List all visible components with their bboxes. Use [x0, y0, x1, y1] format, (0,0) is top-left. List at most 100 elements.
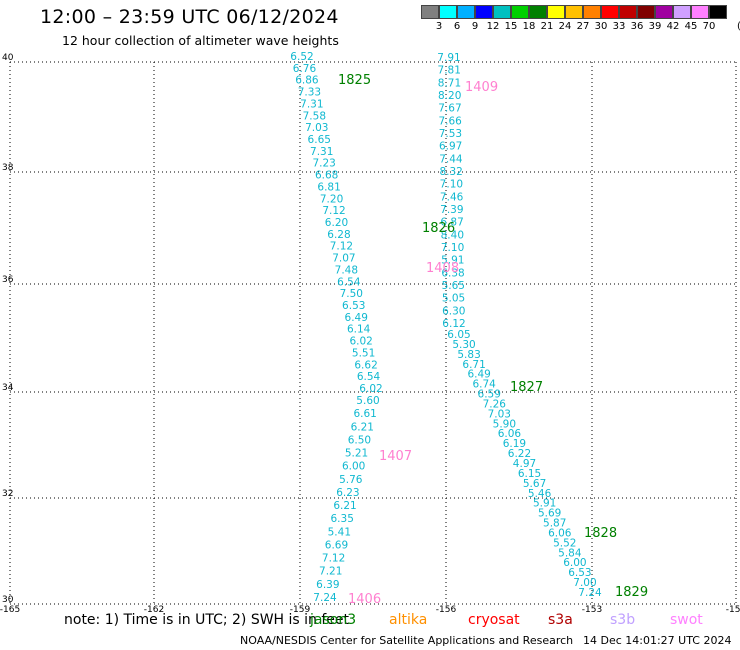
swh-value: 6.59	[478, 389, 501, 401]
scale-swatch	[457, 5, 475, 19]
scale-swatch	[655, 5, 673, 19]
swh-value: 5.84	[558, 547, 582, 559]
page-subtitle: 12 hour collection of altimeter wave hei…	[62, 33, 339, 48]
swh-value: 6.87	[440, 217, 463, 229]
swh-value: 7.33	[298, 87, 321, 99]
swh-value: 7.53	[439, 128, 462, 140]
swh-value: 6.30	[442, 305, 465, 317]
scale-swatch	[709, 5, 727, 19]
swh-value: 6.71	[462, 359, 485, 371]
swh-value: 6.19	[503, 438, 526, 450]
legend-swot: swot	[670, 612, 703, 628]
swh-value: 6.53	[342, 300, 365, 312]
scale-label: 15	[504, 21, 518, 32]
swh-value: 5.41	[328, 526, 351, 538]
swh-value: 7.00	[573, 577, 596, 589]
swh-value: 6.49	[467, 369, 490, 381]
pass-label: 1827	[510, 380, 543, 395]
swh-value: 7.58	[303, 110, 326, 122]
page-title: 12:00 – 23:59 UTC 06/12/2024	[40, 6, 339, 28]
swh-value: 7.12	[322, 553, 345, 565]
swh-value: 6.68	[315, 170, 338, 182]
swh-value: 5.21	[345, 448, 368, 460]
scale-swatch	[421, 5, 439, 19]
swh-value: 5.51	[352, 347, 375, 359]
swh-value: 5.65	[442, 280, 465, 292]
scale-label: 45	[684, 21, 698, 32]
swh-value: 8.40	[441, 229, 464, 241]
swh-value: 5.91	[441, 255, 464, 267]
swh-value: 6.06	[498, 428, 522, 440]
legend-jason3: jason3	[310, 612, 357, 628]
swh-value: 5.91	[533, 498, 556, 510]
swh-value: 4.97	[513, 458, 536, 470]
swh-value: 6.15	[518, 468, 541, 480]
lon-label: -153	[582, 605, 602, 615]
swh-value: 6.69	[325, 539, 348, 551]
pass-label: 1829	[615, 585, 648, 600]
swh-value: 7.81	[438, 65, 461, 77]
swh-value: 6.02	[349, 336, 372, 348]
swh-value: 5.46	[528, 488, 552, 500]
swh-value: 7.12	[330, 241, 353, 253]
swh-value: 6.81	[317, 181, 340, 193]
scale-label: 3	[435, 21, 443, 32]
swh-value: 6.74	[472, 379, 496, 391]
swh-value: 8.20	[438, 90, 461, 102]
swh-value: 6.76	[293, 63, 317, 75]
pass-label: 1409	[465, 80, 498, 95]
swh-value: 6.61	[353, 408, 376, 420]
scale-label: 33	[612, 21, 626, 32]
swh-value: 6.39	[316, 579, 339, 591]
lon-label: -162	[144, 605, 164, 615]
pass-label: 1826	[422, 221, 455, 236]
swh-value: 6.65	[308, 134, 331, 146]
credit-line: NOAA/NESDIS Center for Satellite Applica…	[240, 634, 574, 647]
legend-cryosat: cryosat	[468, 612, 520, 628]
lon-label: -159	[290, 605, 311, 615]
swh-value: 6.53	[568, 567, 591, 579]
scale-swatch	[673, 5, 691, 19]
swh-value: 7.10	[441, 242, 464, 254]
swh-value: 6.00	[342, 461, 365, 473]
scale-swatch	[583, 5, 601, 19]
swh-value: 7.03	[488, 408, 511, 420]
legend-s3b: s3b	[610, 612, 636, 628]
swh-value: 7.50	[340, 288, 363, 300]
lat-label: 34	[2, 383, 14, 393]
swh-value: 6.21	[333, 500, 356, 512]
footnote: note: 1) Time is in UTC; 2) SWH is in fe…	[64, 612, 350, 628]
swh-value: 7.91	[437, 52, 460, 64]
scale-swatch	[547, 5, 565, 19]
lon-label: -150	[726, 605, 740, 615]
swh-value: 5.30	[452, 339, 475, 351]
pass-label: 1828	[584, 526, 617, 541]
lat-label: 38	[2, 163, 14, 173]
pass-label: 1408	[426, 261, 459, 276]
swh-value: 6.52	[290, 51, 313, 63]
scale-label: 21	[540, 21, 554, 32]
swh-value: 6.06	[548, 527, 572, 539]
swh-value: 7.48	[335, 264, 358, 276]
swh-value: 6.21	[351, 421, 374, 433]
swh-value: 6.54	[357, 371, 381, 383]
scale-label: 24	[558, 21, 572, 32]
swh-value: 7.44	[439, 153, 463, 165]
generation-timestamp: 14 Dec 14:01:27 UTC 2024	[583, 634, 732, 647]
swh-value: 6.28	[327, 229, 350, 241]
swh-value: 6.50	[348, 434, 371, 446]
swh-value: 7.07	[332, 253, 355, 265]
scale-label: 9	[471, 21, 479, 32]
swh-value: 7.10	[440, 179, 463, 191]
scale-swatch	[529, 5, 547, 19]
scale-label: 6	[453, 21, 461, 32]
scale-label: 30	[594, 21, 608, 32]
swh-value: 7.03	[305, 122, 328, 134]
swh-value: 7.67	[438, 103, 461, 115]
lon-label: -165	[0, 605, 20, 615]
swh-value: 6.49	[345, 312, 368, 324]
lat-label: 36	[2, 275, 14, 285]
swh-value: 7.21	[319, 566, 342, 578]
scale-label: 18	[522, 21, 536, 32]
legend-altika: altika	[389, 612, 428, 628]
